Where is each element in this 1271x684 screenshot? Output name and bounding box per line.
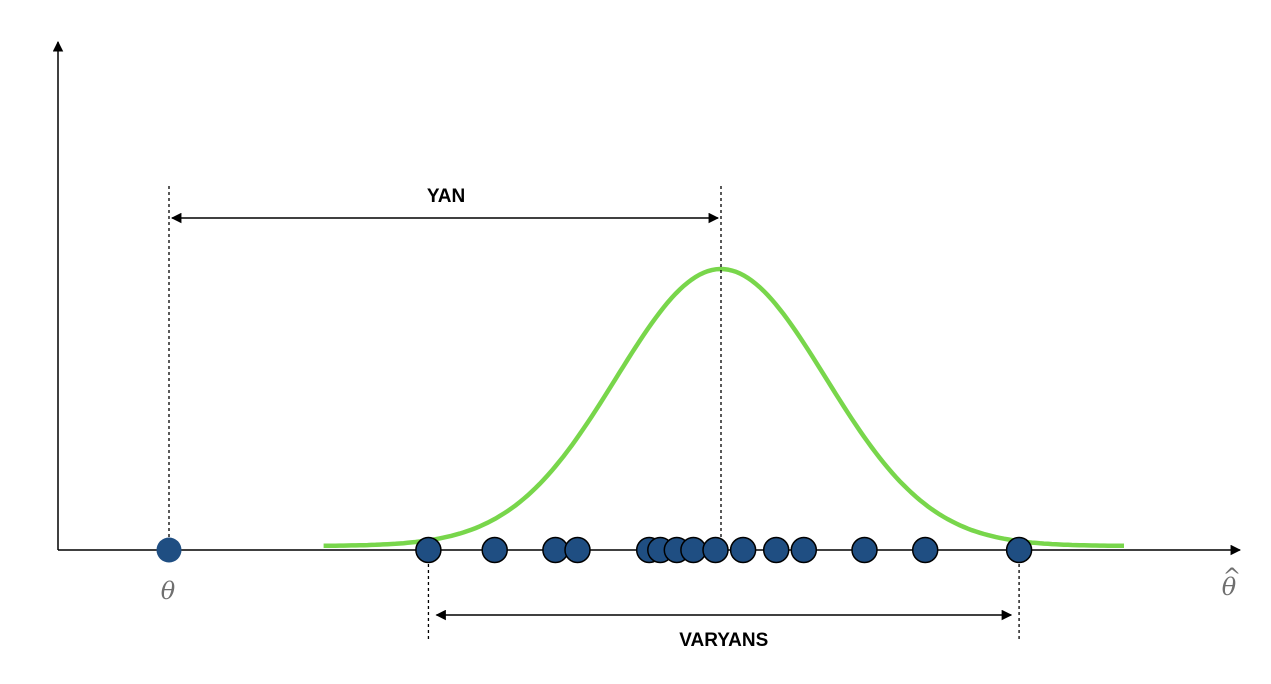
estimate-point bbox=[415, 536, 442, 564]
estimate-point bbox=[564, 536, 591, 564]
theta-hat-accent: ^ bbox=[1223, 565, 1241, 590]
theta-hat-axis-label: θ bbox=[1222, 573, 1237, 601]
estimate-point bbox=[851, 536, 878, 564]
estimate-point bbox=[911, 536, 939, 564]
estimate-point bbox=[729, 536, 757, 564]
theta-label: θ bbox=[161, 577, 176, 605]
estimate-point bbox=[762, 536, 790, 564]
estimate-point bbox=[790, 536, 818, 564]
estimate-point bbox=[542, 536, 569, 564]
estimate-point bbox=[702, 536, 729, 564]
estimate-point bbox=[680, 536, 707, 564]
bias-label: YAN bbox=[427, 186, 465, 207]
true-parameter-point bbox=[156, 537, 182, 563]
estimate-points bbox=[415, 536, 1033, 564]
estimate-point bbox=[481, 536, 508, 564]
estimate-point bbox=[1005, 536, 1033, 564]
variance-label: VARYANS bbox=[679, 630, 768, 651]
sampling-distribution-curve bbox=[323, 266, 1124, 549]
